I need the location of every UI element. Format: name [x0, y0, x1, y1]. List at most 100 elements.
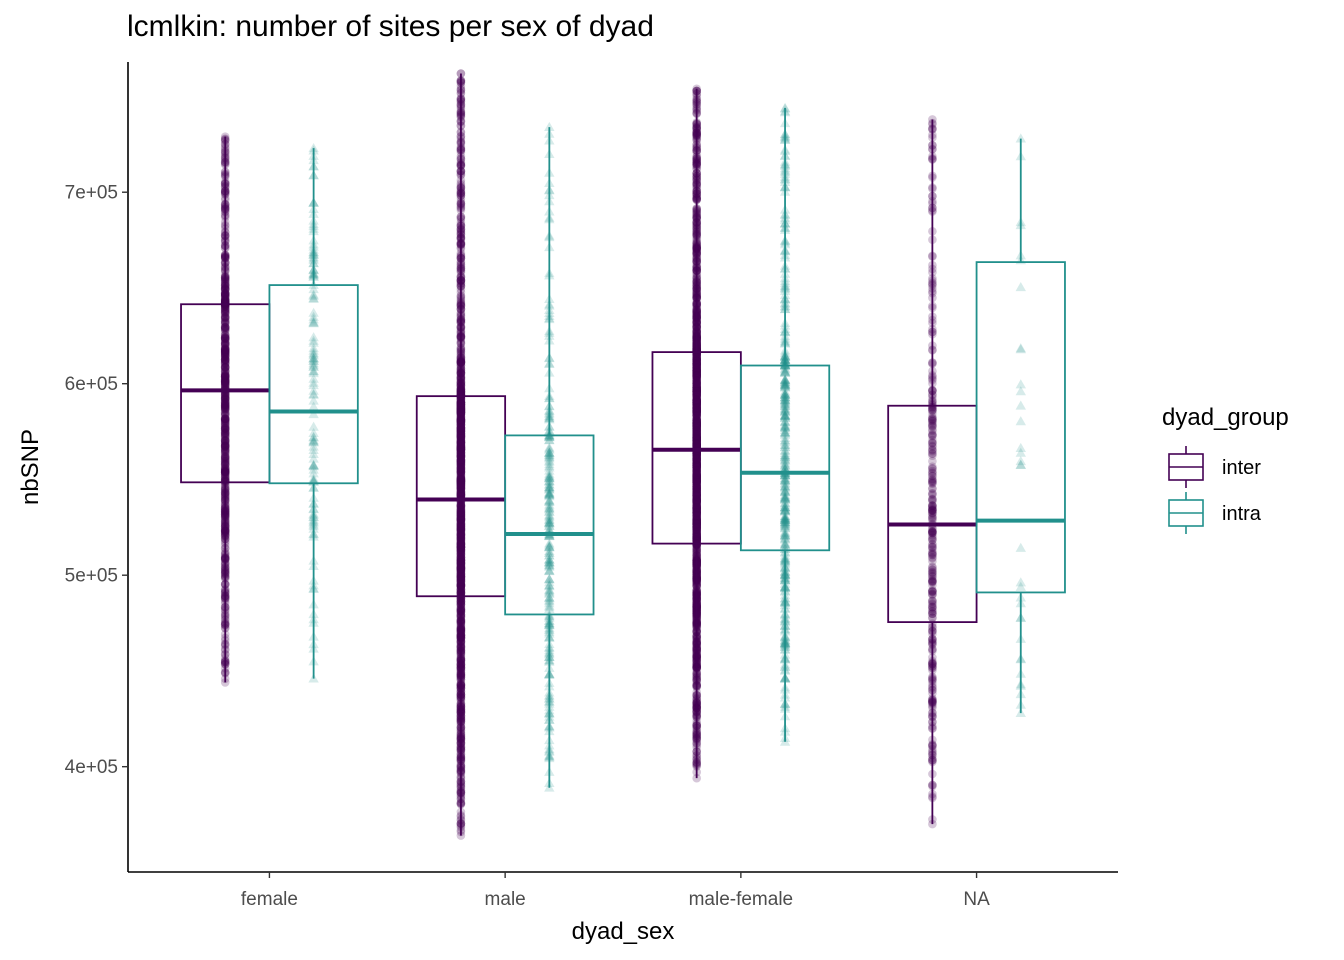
data-point	[1015, 400, 1026, 410]
data-point	[456, 576, 466, 586]
data-point	[220, 439, 230, 449]
data-point	[220, 424, 230, 434]
data-point	[220, 339, 230, 348]
data-point	[456, 415, 466, 425]
data-point	[456, 563, 466, 573]
data-point	[456, 515, 466, 525]
data-point	[456, 415, 466, 425]
data-point	[456, 568, 466, 577]
data-point	[456, 533, 466, 543]
data-point	[220, 377, 230, 386]
data-point	[220, 464, 230, 474]
data-point	[220, 408, 230, 417]
data-point	[456, 556, 466, 565]
data-point	[456, 403, 466, 413]
data-point	[456, 539, 466, 549]
data-point	[456, 514, 466, 524]
data-point	[456, 413, 466, 423]
data-point	[456, 457, 466, 467]
data-point	[456, 451, 466, 461]
data-point	[456, 420, 466, 430]
data-point	[456, 558, 466, 567]
data-point	[220, 356, 230, 366]
data-point	[456, 588, 466, 598]
data-point	[456, 470, 466, 479]
data-point	[220, 319, 230, 329]
data-point	[220, 377, 230, 387]
data-point	[456, 458, 466, 467]
data-point	[456, 524, 466, 534]
data-point	[220, 367, 230, 377]
data-point	[220, 440, 230, 450]
data-point	[456, 531, 466, 540]
data-point	[456, 580, 466, 589]
data-point	[456, 430, 466, 440]
data-point	[456, 416, 466, 426]
data-point	[1015, 344, 1026, 354]
data-point	[220, 393, 230, 402]
data-point	[456, 522, 466, 531]
data-point	[456, 437, 466, 447]
data-point	[456, 506, 466, 515]
data-point	[456, 420, 466, 430]
data-point	[456, 450, 466, 460]
data-point	[456, 488, 466, 498]
data-point	[220, 414, 230, 424]
data-point	[220, 380, 230, 390]
data-point	[456, 543, 466, 552]
data-point	[220, 380, 230, 389]
data-point	[220, 429, 230, 438]
data-point	[456, 548, 466, 557]
data-point	[456, 408, 466, 418]
data-point	[220, 363, 230, 373]
data-point	[220, 348, 230, 358]
data-point	[456, 564, 466, 573]
data-point	[220, 464, 230, 474]
data-point	[456, 515, 466, 525]
data-point	[456, 556, 466, 565]
data-point	[220, 400, 230, 410]
data-point	[456, 517, 466, 527]
data-point	[220, 446, 230, 456]
data-point	[220, 414, 230, 424]
data-point	[456, 403, 466, 412]
data-point	[220, 469, 230, 479]
data-point	[456, 543, 466, 552]
data-point	[308, 421, 319, 431]
data-point	[456, 512, 466, 521]
data-point	[928, 589, 937, 599]
data-point	[220, 351, 230, 361]
data-point	[220, 397, 230, 407]
data-point	[456, 414, 466, 424]
data-point	[220, 380, 230, 389]
data-point	[456, 458, 466, 468]
data-point	[456, 510, 466, 519]
data-point	[456, 556, 466, 566]
data-point	[220, 313, 230, 323]
data-point	[220, 357, 230, 366]
data-point	[456, 405, 466, 415]
data-point	[220, 377, 230, 387]
data-point	[456, 578, 466, 587]
data-point	[456, 436, 466, 445]
data-point	[456, 571, 466, 580]
data-point	[456, 431, 466, 441]
data-point	[456, 519, 466, 529]
data-point	[220, 345, 230, 355]
data-point	[220, 344, 230, 354]
data-point	[456, 480, 466, 490]
data-point	[220, 365, 230, 375]
data-point	[456, 482, 466, 492]
data-point	[220, 350, 230, 360]
data-point	[456, 552, 466, 562]
data-point	[456, 587, 466, 596]
data-point	[220, 439, 230, 448]
data-point	[928, 488, 937, 498]
data-point	[456, 576, 466, 586]
data-point	[220, 324, 230, 334]
data-point	[456, 555, 466, 564]
data-point	[220, 376, 230, 385]
data-point	[456, 461, 466, 471]
data-point	[220, 354, 230, 364]
data-point	[220, 473, 230, 482]
